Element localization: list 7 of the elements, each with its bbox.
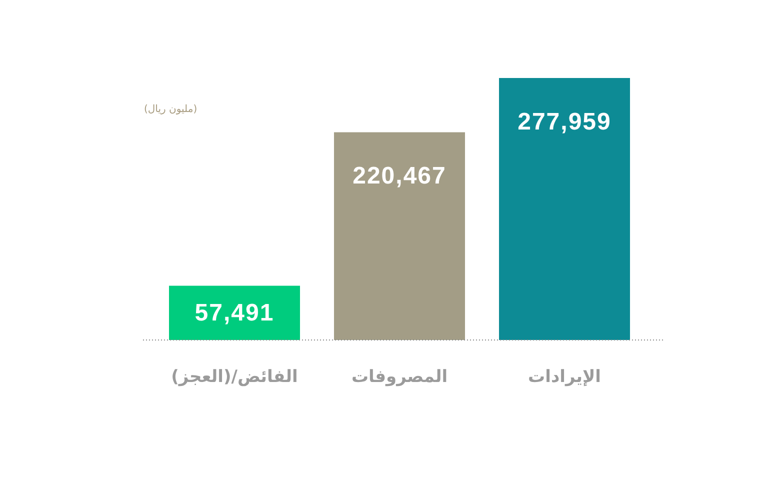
y-axis-title: (مليون ريال) xyxy=(144,104,198,115)
x-tick-label: الفائض/(العجز) xyxy=(171,367,298,388)
data-label: 277,959 xyxy=(518,108,612,136)
data-label: 220,467 xyxy=(352,162,446,190)
x-tick-label: الإيرادات xyxy=(528,367,601,388)
data-label: 57,491 xyxy=(194,299,274,326)
x-tick-label: المصروفات xyxy=(351,367,448,388)
